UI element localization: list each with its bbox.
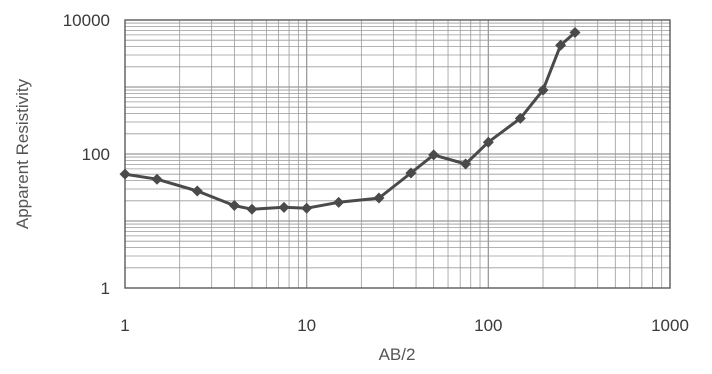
data-point-marker bbox=[460, 158, 472, 170]
data-point-marker bbox=[569, 27, 581, 39]
data-point-marker bbox=[246, 203, 258, 215]
data-point-marker bbox=[537, 84, 549, 96]
x-tick-label: 1 bbox=[120, 316, 129, 335]
y-tick-labels: 1 100 10000 bbox=[63, 11, 110, 298]
data-point-marker bbox=[151, 173, 163, 185]
data-point-marker bbox=[119, 168, 131, 180]
data-point-marker bbox=[191, 185, 203, 197]
series-line bbox=[124, 31, 576, 211]
x-tick-labels: 1 10 100 1000 bbox=[120, 316, 689, 335]
data-point-marker bbox=[228, 200, 240, 212]
data-point-marker bbox=[333, 196, 345, 208]
data-point-marker bbox=[428, 149, 440, 161]
y-tick-label: 100 bbox=[82, 145, 110, 164]
x-tick-label: 100 bbox=[474, 316, 502, 335]
y-axis-title: Apparent Resistivity bbox=[13, 78, 32, 229]
plot-frame bbox=[124, 19, 671, 289]
data-point-marker bbox=[373, 192, 385, 204]
y-tick-label: 10000 bbox=[63, 11, 110, 30]
data-point-marker bbox=[514, 112, 526, 124]
data-point-marker bbox=[301, 202, 313, 214]
data-point-marker bbox=[278, 201, 290, 213]
y-tick-label: 1 bbox=[101, 279, 110, 298]
x-tick-label: 10 bbox=[297, 316, 316, 335]
grid-lines bbox=[125, 20, 670, 288]
data-point-marker bbox=[555, 39, 567, 51]
data-point-marker bbox=[482, 136, 494, 148]
data-series bbox=[119, 27, 581, 215]
x-tick-label: 1000 bbox=[651, 316, 689, 335]
x-axis-title: AB/2 bbox=[379, 345, 416, 364]
data-point-marker bbox=[405, 167, 417, 179]
